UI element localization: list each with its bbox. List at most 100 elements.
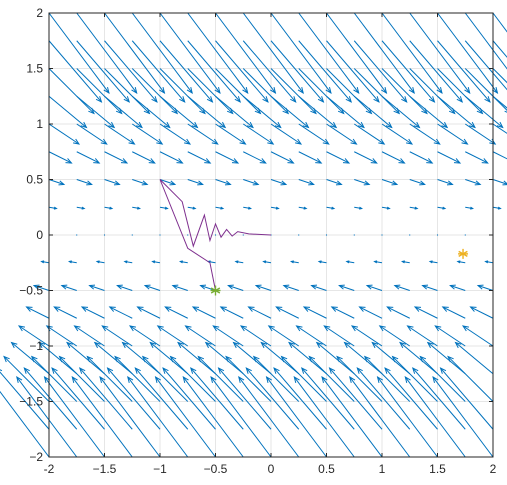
vector-arrow	[78, 367, 133, 430]
arrow-head	[148, 158, 156, 164]
vector-arrow	[48, 12, 110, 94]
arrow-shaft	[104, 12, 165, 94]
vector-arrow	[353, 40, 408, 103]
arrow-head	[289, 260, 294, 264]
vector-arrow	[409, 206, 419, 210]
vector-arrow	[76, 95, 116, 129]
vector-arrow	[95, 260, 105, 264]
arrow-shaft	[134, 367, 189, 430]
arrow-head	[287, 158, 295, 164]
vector-arrow	[131, 12, 193, 94]
vector-arrow	[215, 12, 277, 94]
arrow-shaft	[76, 40, 130, 103]
y-tick-label: 0	[36, 228, 43, 242]
arrow-head	[317, 96, 325, 103]
arrow-shaft	[288, 342, 327, 375]
vector-arrow	[371, 341, 411, 375]
vector-arrow	[53, 306, 77, 319]
arrow-head	[109, 206, 114, 210]
arrow-shaft	[38, 342, 78, 375]
vector-arrow	[409, 68, 456, 115]
arrow-shaft	[316, 342, 355, 375]
vector-arrow	[164, 306, 188, 319]
arrow-shaft	[298, 123, 329, 145]
arrow-shaft	[46, 325, 78, 347]
arrow-shaft	[79, 367, 133, 430]
vector-arrow	[16, 376, 78, 458]
arrow-head	[386, 306, 394, 312]
vector-arrow	[159, 234, 161, 236]
arrow-head	[226, 107, 234, 115]
arrow-shaft	[71, 376, 133, 458]
arrow-head	[131, 86, 138, 94]
vector-arrow	[464, 68, 507, 113]
arrow-head	[464, 86, 471, 94]
arrow-head	[474, 180, 482, 186]
arrow-shaft	[170, 356, 216, 402]
arrow-head	[404, 376, 411, 384]
vector-arrow	[399, 341, 438, 375]
arrow-head	[234, 260, 239, 264]
vector-arrow	[298, 151, 323, 164]
vector-arrow	[409, 40, 464, 103]
arrow-head	[502, 180, 507, 186]
vector-arrow	[298, 206, 308, 210]
arrow-head	[219, 306, 227, 312]
arrow-shaft	[437, 40, 491, 103]
vector-arrow	[131, 234, 133, 236]
vector-arrow	[254, 284, 272, 291]
arrow-head	[199, 284, 207, 290]
arrow-shaft	[450, 285, 466, 291]
x-tick-label: -2	[44, 462, 55, 476]
vector-arrow	[381, 179, 399, 186]
vector-arrow	[386, 306, 410, 319]
arrow-head	[385, 121, 393, 129]
vector-arrow	[298, 179, 315, 186]
vector-arrow	[214, 234, 217, 236]
arrow-shaft	[48, 179, 65, 185]
vector-arrow	[247, 306, 272, 319]
vector-arrow	[134, 367, 189, 430]
arrow-shaft	[253, 356, 300, 402]
arrow-head	[177, 341, 184, 349]
arrow-shaft	[159, 40, 213, 103]
arrow-head	[191, 121, 199, 129]
vector-arrow	[330, 306, 355, 319]
vector-arrow	[187, 206, 197, 210]
arrow-head	[66, 341, 73, 349]
arrow-head	[3, 355, 10, 363]
arrow-shaft	[353, 95, 393, 128]
arrow-head	[439, 367, 447, 374]
arrow-shaft	[31, 356, 78, 402]
arrow-shaft	[273, 367, 327, 430]
arrow-head	[53, 306, 61, 312]
arrow-shaft	[142, 356, 189, 402]
arrow-head	[469, 306, 477, 312]
arrow-head	[337, 107, 345, 115]
vector-arrow	[315, 341, 355, 375]
vector-arrow	[282, 284, 299, 291]
vector-arrow	[149, 341, 189, 375]
arrow-head	[23, 367, 30, 374]
vector-arrow	[469, 306, 494, 319]
vector-arrow	[298, 40, 353, 103]
vector-arrow	[127, 376, 189, 458]
arrow-shaft	[412, 367, 466, 430]
vector-arrow	[48, 179, 66, 186]
arrow-shaft	[81, 306, 105, 319]
arrow-head	[260, 341, 268, 349]
arrow-head	[25, 306, 33, 312]
arrow-shaft	[349, 376, 411, 458]
equilibrium-marker	[458, 248, 469, 259]
vector-arrow	[242, 68, 290, 115]
arrow-shaft	[122, 342, 161, 375]
arrow-shaft	[225, 356, 272, 402]
vector-arrow	[326, 40, 380, 103]
arrow-head	[248, 206, 253, 210]
vector-arrow	[464, 40, 507, 91]
vector-arrow	[300, 367, 355, 430]
arrow-head	[496, 121, 504, 129]
vector-arrow	[104, 12, 166, 94]
vector-arrow	[178, 260, 188, 264]
arrow-shaft	[351, 325, 383, 347]
